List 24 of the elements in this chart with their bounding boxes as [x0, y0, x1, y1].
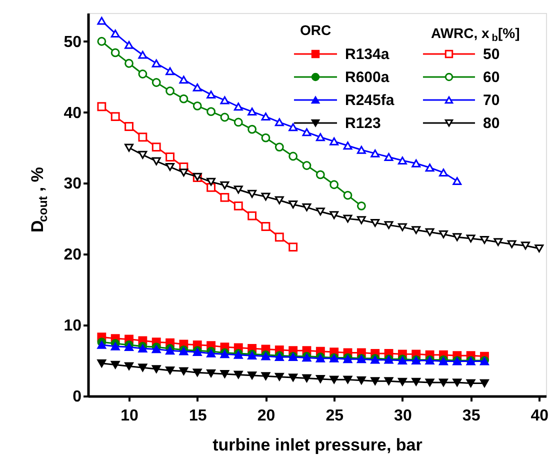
legend-label: R600a	[345, 69, 390, 86]
y-tick-label: 10	[64, 318, 82, 335]
legend-label: 60	[483, 69, 500, 86]
y-axis-title: Dcout , %	[28, 167, 50, 232]
x-tick-label: 15	[188, 408, 207, 424]
x-tick-label: 20	[257, 408, 276, 424]
y-tick-label: 20	[64, 246, 82, 264]
y-tick-label: 40	[64, 104, 82, 122]
y-tick-label: 50	[64, 34, 82, 51]
legend-label: 80	[483, 115, 500, 132]
x-tick-label: 25	[326, 408, 344, 424]
x-tick-label: 40	[530, 408, 549, 424]
legend-label: 70	[483, 92, 500, 109]
y-tick-label: 30	[64, 176, 82, 193]
x-axis-title: turbine inlet pressure, bar	[212, 436, 423, 454]
legend-label: R245fa	[345, 92, 395, 109]
x-tick-label: 10	[120, 408, 139, 424]
x-tick-label: 30	[394, 408, 412, 424]
y-tick-label: 0	[72, 388, 82, 406]
x-tick-label: 35	[462, 408, 480, 424]
legend-label: R134a	[345, 46, 390, 63]
legend-label: 50	[483, 46, 500, 63]
legend-title: ORC	[300, 22, 332, 38]
legend-label: R123	[345, 115, 381, 132]
